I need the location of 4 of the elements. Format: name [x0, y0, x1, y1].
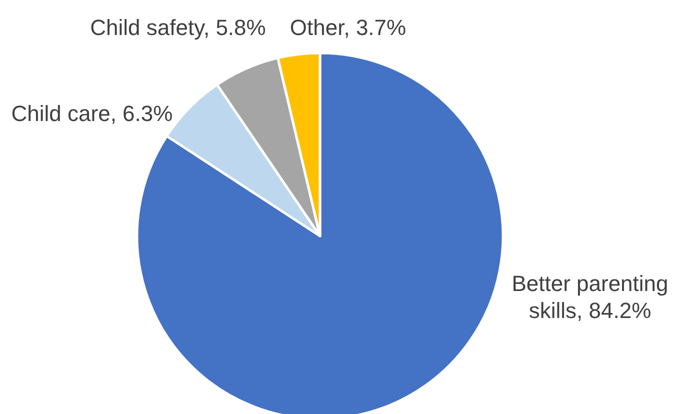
slice-label: Child care, 6.3% — [10, 100, 174, 127]
slice-label: Child safety, 5.8% — [89, 14, 267, 41]
slice-label: Better parenting skills, 84.2% — [510, 270, 670, 324]
slice-label: Other, 3.7% — [288, 14, 408, 41]
